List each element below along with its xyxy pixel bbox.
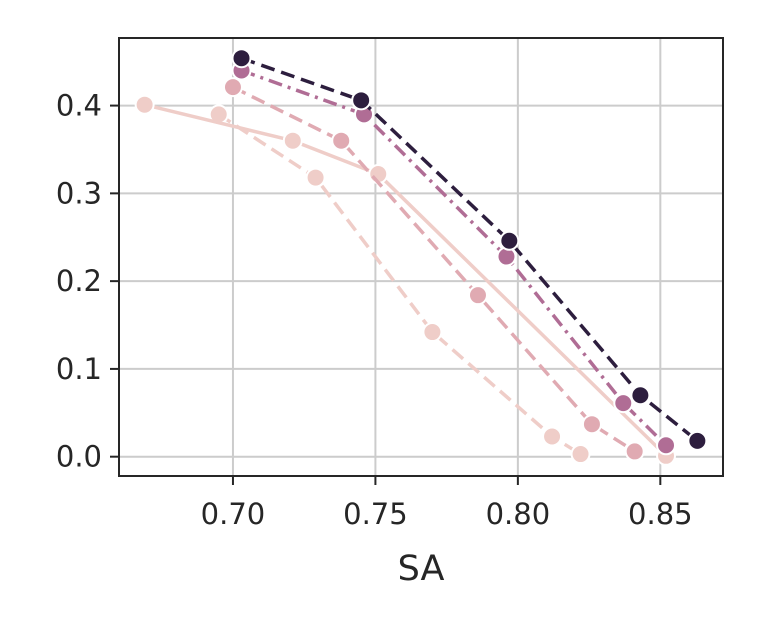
data-point: [282, 130, 303, 151]
series-3: [222, 77, 645, 462]
data-point: [581, 414, 602, 435]
data-point: [613, 393, 634, 414]
axis-ticks: 0.70 0.75 0.80 0.85 0.0 0.1 0.2 0.3 0.4: [56, 89, 693, 531]
series-1: [231, 48, 708, 451]
series-line: [240, 68, 668, 447]
data-point: [624, 441, 645, 462]
y-tick-label: 0.4: [56, 89, 102, 123]
data-point: [422, 322, 443, 343]
data-point: [305, 167, 326, 188]
y-tick-label: 0.0: [56, 440, 102, 474]
y-tick-label: 0.3: [56, 176, 102, 210]
y-tick-label: 0.2: [56, 264, 102, 298]
plot-series: [134, 48, 708, 466]
data-point: [231, 48, 252, 69]
x-tick-label: 0.80: [486, 497, 551, 531]
data-point: [467, 285, 488, 306]
data-point: [499, 230, 520, 251]
grid: [119, 38, 723, 476]
x-axis-label: SA: [398, 549, 445, 589]
x-tick-label: 0.85: [628, 497, 693, 531]
series-5: [208, 104, 591, 465]
data-point: [656, 435, 677, 456]
data-point: [542, 426, 563, 447]
series-line: [144, 102, 668, 458]
data-point: [570, 444, 591, 465]
data-point: [134, 94, 155, 115]
data-point: [687, 430, 708, 451]
data-point: [331, 130, 352, 151]
data-point: [351, 90, 372, 111]
x-tick-label: 0.70: [201, 497, 266, 531]
data-point: [222, 77, 243, 98]
y-tick-label: 0.1: [56, 352, 102, 386]
series-line: [240, 56, 699, 443]
data-point: [630, 385, 651, 406]
series-line: [217, 112, 582, 456]
plot-frame: [118, 37, 724, 477]
x-tick-label: 0.75: [343, 497, 408, 531]
